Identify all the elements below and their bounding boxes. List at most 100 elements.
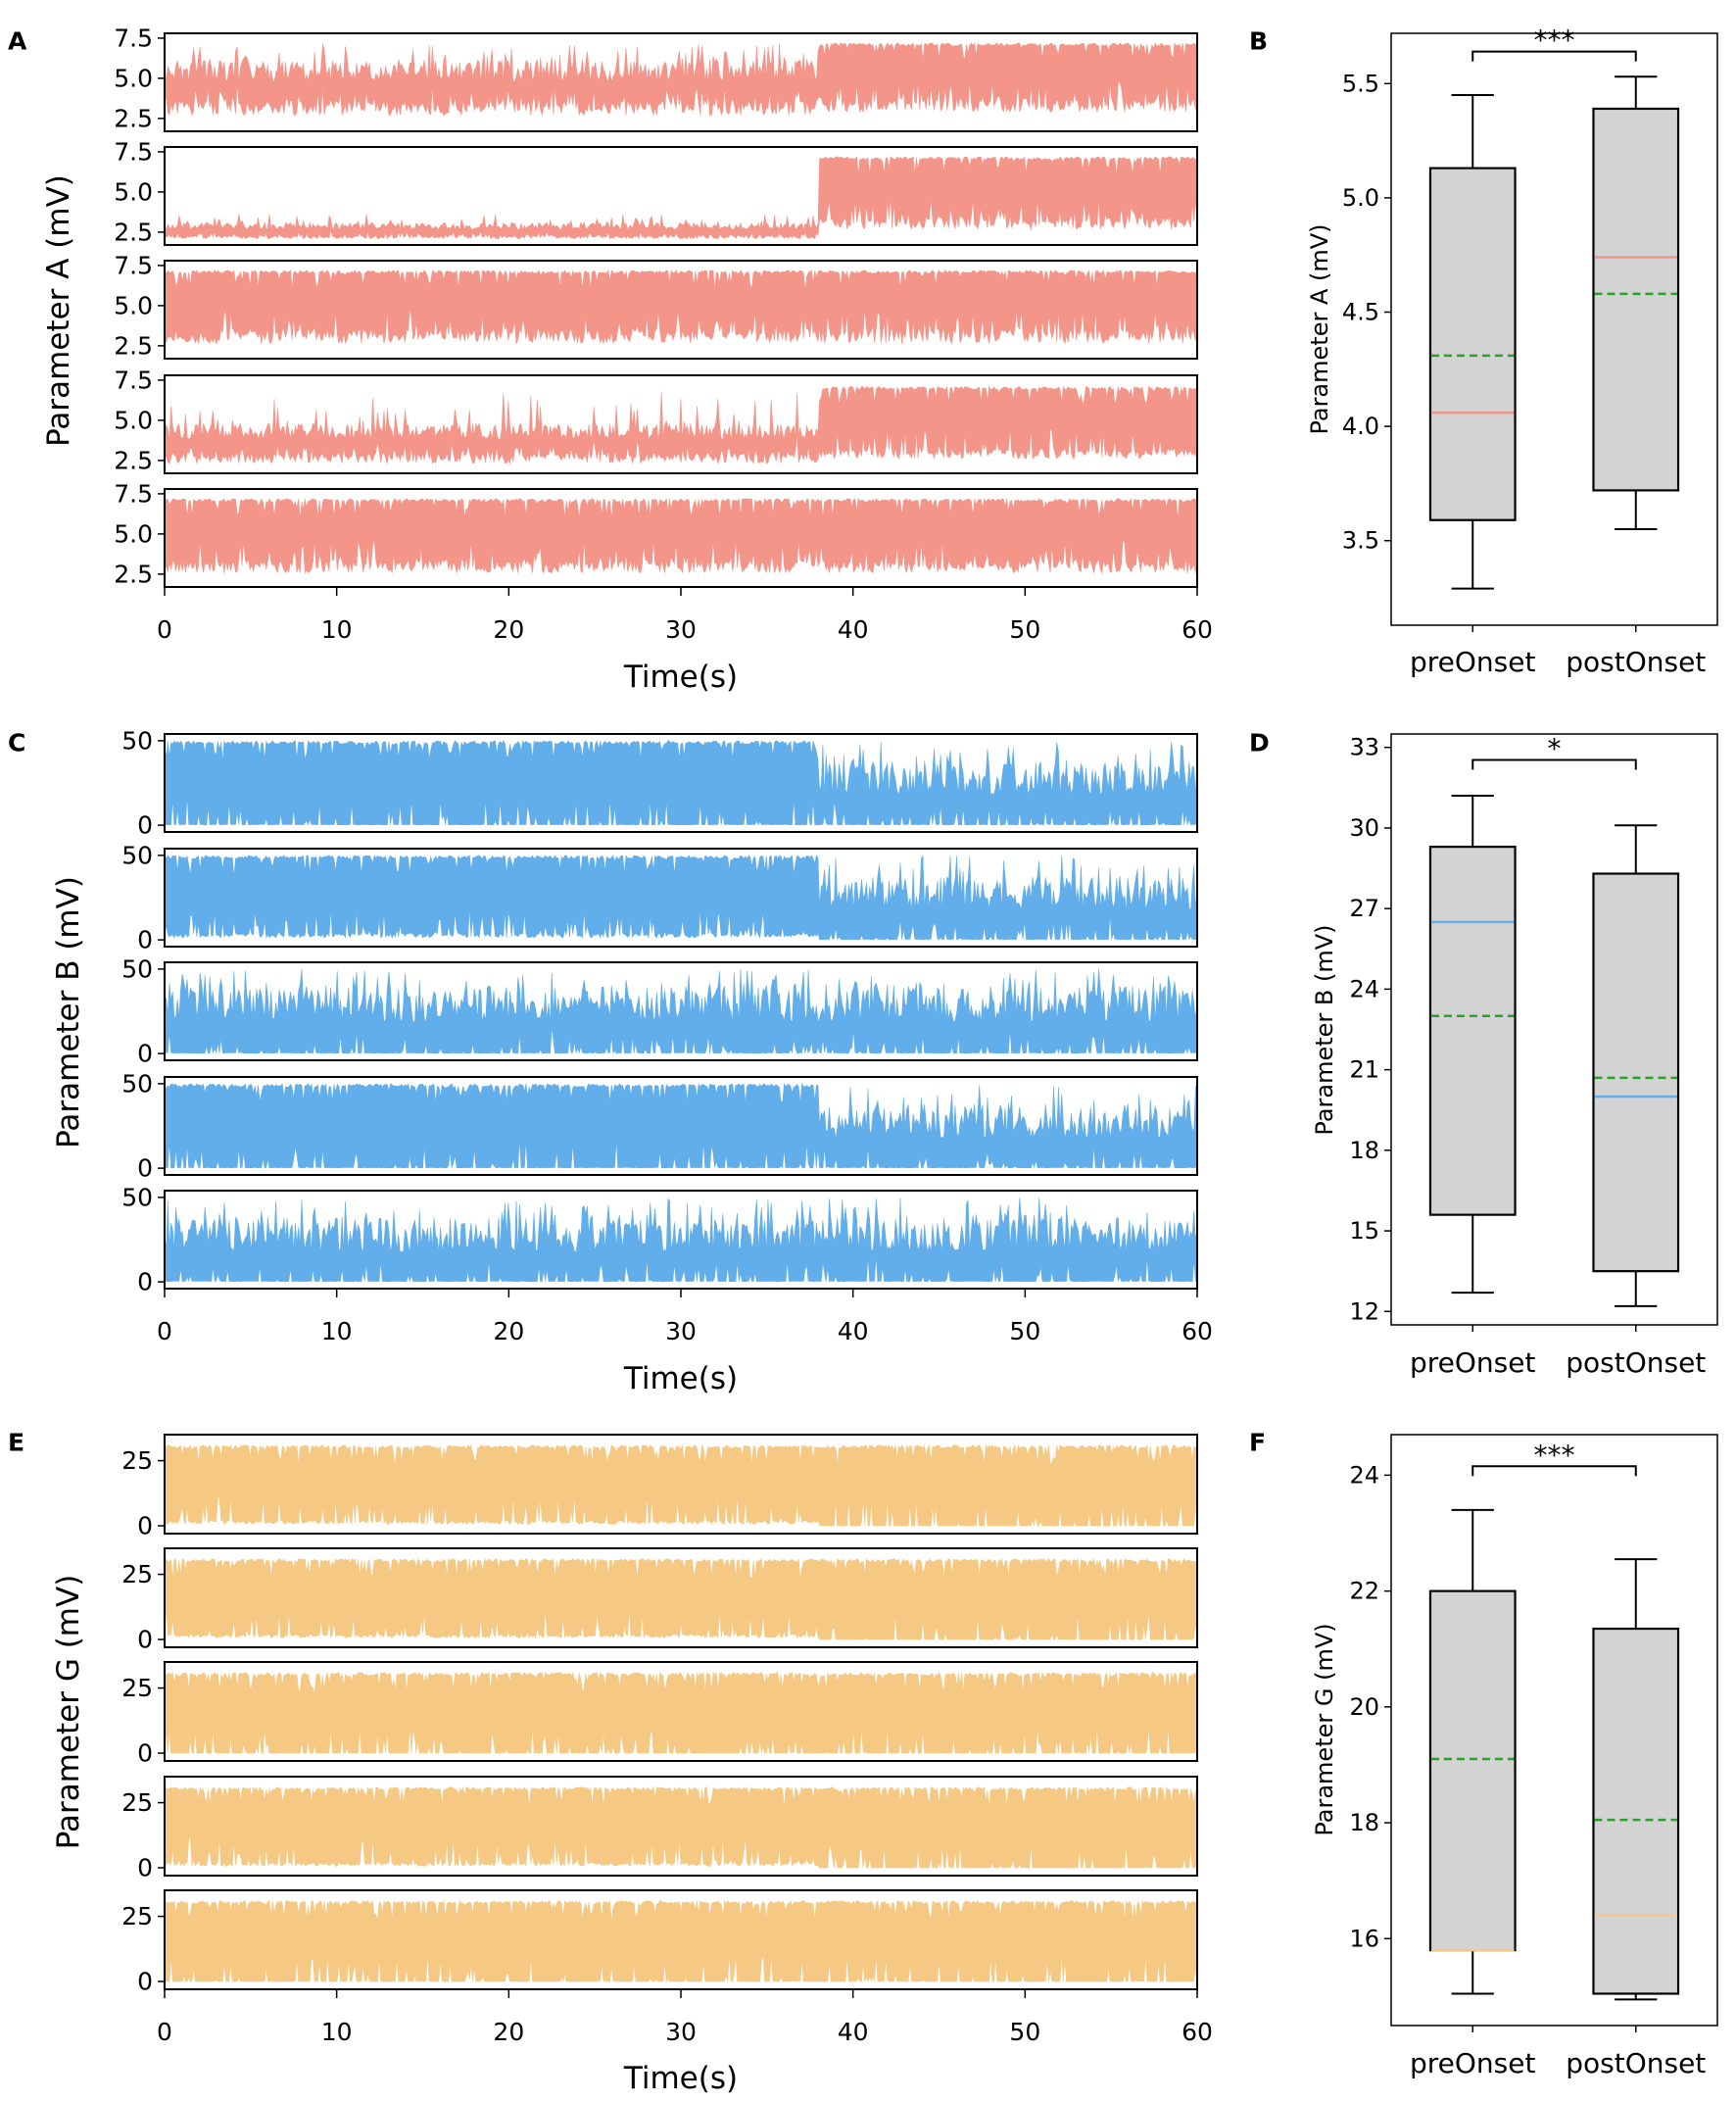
plot-frame	[1390, 733, 1718, 1326]
y-tick-label: 25	[121, 1560, 153, 1588]
boxplot-panel-b: 3.5 4.0 4.5 5.0 5.5 preOnset postOnset *** Param…	[1306, 24, 1718, 678]
plot-frame	[1390, 1434, 1718, 2027]
signal-trace-1	[165, 42, 1197, 117]
y-tick-label: 2.5	[114, 104, 153, 132]
x-tick-label: 60	[1181, 615, 1213, 644]
y-tick-label: 25	[121, 1674, 153, 1702]
box-preonset: preOnset	[1410, 93, 1536, 678]
y-tick-label: 16	[1349, 1925, 1379, 1952]
subplot-frame	[164, 1547, 1198, 1648]
signal-trace-1	[165, 740, 1197, 826]
y-tick-label: 27	[1349, 895, 1379, 922]
y-tick-label: 0	[137, 811, 153, 840]
x-tick-label: 50	[1009, 615, 1040, 644]
x-tick-label: 30	[665, 615, 697, 644]
box-postonset: postOnset	[1566, 824, 1706, 1379]
y-axis-title: Parameter B (mV)	[51, 876, 86, 1148]
y-tick-label: 0	[137, 1968, 153, 1996]
y-tick-label: 18	[1349, 1137, 1379, 1164]
subplot-frame	[164, 1076, 1198, 1176]
panel-letter-a: A	[8, 26, 27, 55]
y-tick-label: 0	[137, 1154, 153, 1183]
x-axis-title: Time(s)	[623, 660, 738, 695]
subplot-frame	[164, 1661, 1198, 1762]
y-tick-label: 22	[1349, 1578, 1379, 1605]
y-tick-label: 30	[1349, 814, 1379, 842]
y-tick-label: 50	[121, 1183, 153, 1211]
trace-subplot-3: 2.5 5.0 7.5	[114, 251, 1198, 360]
box-postonset: postOnset	[1566, 1558, 1706, 2079]
iqr-box	[1592, 872, 1680, 1273]
signal-trace-4	[165, 1785, 1197, 1869]
y-tick-label: 18	[1349, 1809, 1379, 1836]
subplot-frame	[164, 146, 1198, 246]
signal-trace-2	[165, 855, 1197, 941]
x-tick-label: 10	[321, 2018, 353, 2046]
significance-label: ***	[1534, 1439, 1575, 1471]
category-label: preOnset	[1410, 1346, 1535, 1379]
panel-letter-b: B	[1249, 26, 1268, 55]
bracket-line	[1471, 50, 1637, 62]
y-tick-label: 0	[137, 1268, 153, 1296]
y-tick-label: 50	[121, 1069, 153, 1098]
y-tick-label: 4.5	[1342, 299, 1379, 326]
trace-subplot-2: 0 50	[121, 841, 1198, 954]
subplot-frame	[164, 1889, 1198, 1990]
y-axis-title: Parameter B (mV)	[1311, 924, 1338, 1135]
boxplot-panel-f: 16 18 20 22 24 preOnset postOnset *** Parameter …	[1311, 1434, 1718, 2079]
significance-bracket: ***	[1471, 1439, 1637, 1477]
trace-panel-e: 0 25 0 25 0 25 0 25 0 25 0 10 20 30 40 50 60 Time(s) Param…	[51, 1434, 1213, 2096]
subplot-frame	[164, 1434, 1198, 1535]
trace-subplot-5: 0 25	[121, 1889, 1198, 1996]
y-tick-label: 5.0	[114, 177, 153, 206]
panel-letter-d: D	[1249, 728, 1270, 757]
y-tick-label: 50	[121, 954, 153, 983]
panel-letter-c: C	[8, 728, 25, 757]
signal-trace-3	[165, 968, 1197, 1054]
y-tick-label: 5.0	[114, 64, 153, 92]
box-preonset: preOnset	[1410, 1508, 1536, 2079]
y-tick-label: 24	[1349, 1461, 1379, 1489]
iqr-box	[1592, 107, 1680, 492]
y-tick-label: 5.0	[114, 519, 153, 548]
x-tick-label: 40	[838, 1317, 869, 1345]
y-tick-label: 50	[121, 726, 153, 755]
y-tick-label: 15	[1349, 1217, 1379, 1245]
x-tick-label: 40	[838, 2018, 869, 2046]
boxplot-panel-d: 12 15 18 21 24 27 30 33 preOnset postOnset * Parame…	[1311, 732, 1718, 1379]
category-label: preOnset	[1410, 646, 1535, 678]
signal-trace-1	[165, 1443, 1197, 1527]
y-tick-label: 2.5	[114, 218, 153, 246]
y-tick-label: 5.0	[1342, 184, 1379, 212]
iqr-box	[1428, 1589, 1517, 1952]
signal-trace-2	[165, 1557, 1197, 1640]
x-tick-label: 0	[157, 1317, 172, 1345]
subplot-frame	[164, 848, 1198, 948]
iqr-box	[1428, 846, 1517, 1216]
subplot-frame	[164, 260, 1198, 360]
signal-trace-3	[165, 1671, 1197, 1754]
trace-subplot-4: 0 25	[121, 1776, 1198, 1882]
y-tick-label: 24	[1349, 975, 1379, 1002]
y-tick-label: 0	[137, 926, 153, 954]
x-tick-label: 10	[321, 615, 353, 644]
y-axis-title: Parameter A (mV)	[41, 174, 76, 447]
x-tick-label: 50	[1009, 1317, 1040, 1345]
category-label: preOnset	[1410, 2047, 1535, 2079]
y-tick-label: 7.5	[114, 24, 153, 52]
y-tick-label: 25	[121, 1446, 153, 1475]
y-tick-label: 33	[1349, 734, 1379, 761]
iqr-box	[1428, 167, 1517, 521]
y-axis-title: Parameter G (mV)	[51, 1575, 86, 1850]
y-axis-title: Parameter G (mV)	[1311, 1623, 1338, 1835]
x-tick-label: 0	[157, 2018, 172, 2046]
y-tick-label: 5.0	[114, 406, 153, 434]
trace-subplot-1: 2.5 5.0 7.5	[114, 24, 1198, 132]
y-tick-label: 20	[1349, 1693, 1379, 1721]
x-tick-label: 40	[838, 615, 869, 644]
x-tick-label: 20	[493, 615, 524, 644]
bracket-line	[1471, 758, 1637, 770]
signal-trace-5	[165, 1899, 1197, 1983]
